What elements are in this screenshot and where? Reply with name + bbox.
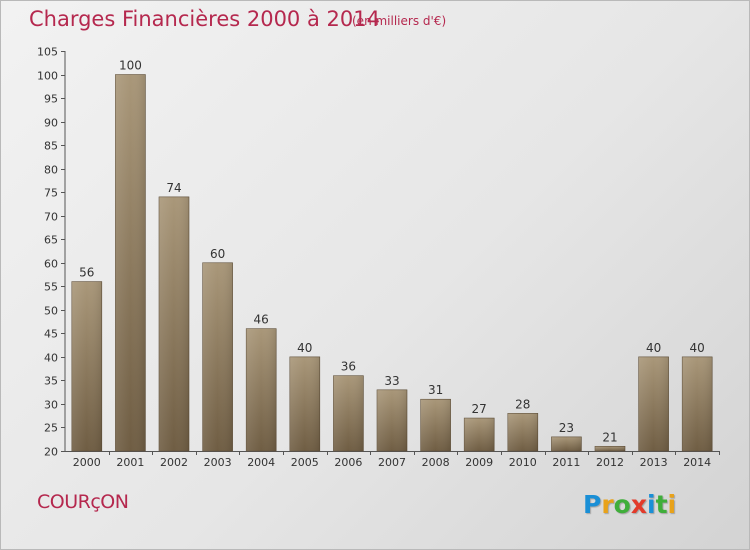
bar-value-label: 33 <box>384 374 399 388</box>
bar-value-label: 46 <box>254 313 269 327</box>
commune-name: COURçON <box>37 491 129 513</box>
x-tick-label: 2001 <box>116 456 144 469</box>
y-tick-label: 95 <box>44 93 58 106</box>
bar-shine <box>289 356 320 451</box>
x-tick-label: 2000 <box>73 456 101 469</box>
bar-shine <box>202 262 233 451</box>
bar-shine <box>682 356 713 451</box>
y-tick-label: 35 <box>44 375 58 388</box>
y-tick-label: 30 <box>44 399 58 412</box>
y-tick-label: 25 <box>44 422 58 435</box>
x-tick-label: 2006 <box>334 456 362 469</box>
bar-value-label: 36 <box>341 360 356 374</box>
x-tick-label: 2007 <box>378 456 406 469</box>
bar-value-label: 31 <box>428 383 443 397</box>
x-tick-label: 2013 <box>640 456 668 469</box>
x-tick-label: 2004 <box>247 456 275 469</box>
x-tick-label: 2005 <box>291 456 319 469</box>
x-tick-label: 2008 <box>422 456 450 469</box>
y-axis: 20 25 30 35 40 45 50 55 60 65 70 75 80 85 90 95 100 105 <box>37 46 66 459</box>
logo-letter: o <box>613 490 631 519</box>
y-tick-label: 105 <box>37 46 58 59</box>
proxiti-logo[interactable]: Proxiti <box>583 490 676 519</box>
bars <box>71 74 713 452</box>
chart-title: Charges Financières 2000 à 2014 <box>29 7 380 31</box>
y-tick-label: 75 <box>44 187 58 200</box>
x-tick-label: 2003 <box>204 456 232 469</box>
bar-shine <box>246 328 277 451</box>
y-tick-label: 40 <box>44 352 58 365</box>
bar-shine <box>595 446 625 451</box>
x-axis: 2000 2001 2002 2003 2004 2005 2006 2007 2008 2009… <box>65 451 720 469</box>
bar-shine <box>333 375 364 451</box>
y-tick-label: 90 <box>44 117 58 130</box>
bar-shine <box>638 356 669 451</box>
y-tick-label: 65 <box>44 234 58 247</box>
bar-value-label: 40 <box>690 341 705 355</box>
logo-letter: t <box>655 490 668 519</box>
bar-value-label: 21 <box>602 430 617 444</box>
bar-shine <box>159 196 189 451</box>
chart-unit-note: (en milliers d'€) <box>352 14 447 28</box>
x-tick-label: 2011 <box>552 456 580 469</box>
bar-shine <box>71 281 102 451</box>
x-tick-label: 2014 <box>683 456 711 469</box>
y-tick-label: 85 <box>44 140 58 153</box>
y-tick-label: 45 <box>44 328 58 341</box>
bar-shine <box>115 74 146 451</box>
x-tick-label: 2009 <box>465 456 493 469</box>
logo-letter: x <box>630 490 647 519</box>
bar-value-label: 28 <box>515 397 530 411</box>
bar-shine <box>377 389 407 451</box>
y-tick-label: 100 <box>37 70 58 83</box>
bar-value-label: 100 <box>119 59 142 73</box>
bar-value-label: 40 <box>646 341 661 355</box>
x-tick-label: 2010 <box>509 456 537 469</box>
bar-shine <box>464 418 495 451</box>
bar-value-label: 56 <box>79 266 94 280</box>
y-tick-label: 70 <box>44 211 58 224</box>
bar-value-label: 60 <box>210 247 225 261</box>
bar-value-label: 74 <box>166 181 181 195</box>
y-tick-label: 80 <box>44 164 58 177</box>
bar-shine <box>551 436 582 451</box>
y-tick-label: 20 <box>44 446 58 459</box>
logo-letter: i <box>667 490 677 519</box>
bar-value-label: 23 <box>559 421 574 435</box>
bar-value-label: 27 <box>472 402 487 416</box>
bar-shine <box>507 413 538 451</box>
logo-letter: r <box>601 490 614 519</box>
logo-letter: P <box>583 490 602 519</box>
bar-shine <box>420 399 451 451</box>
y-tick-label: 60 <box>44 258 58 271</box>
bar-value-label: 40 <box>297 341 312 355</box>
y-tick-label: 50 <box>44 305 58 318</box>
data-labels: 56 100 74 60 46 40 36 33 31 27 28 23 21 40 40 <box>79 59 705 445</box>
y-tick-label: 55 <box>44 281 58 294</box>
logo-letter: i <box>647 490 656 519</box>
x-tick-label: 2012 <box>596 456 624 469</box>
x-tick-label: 2002 <box>160 456 188 469</box>
